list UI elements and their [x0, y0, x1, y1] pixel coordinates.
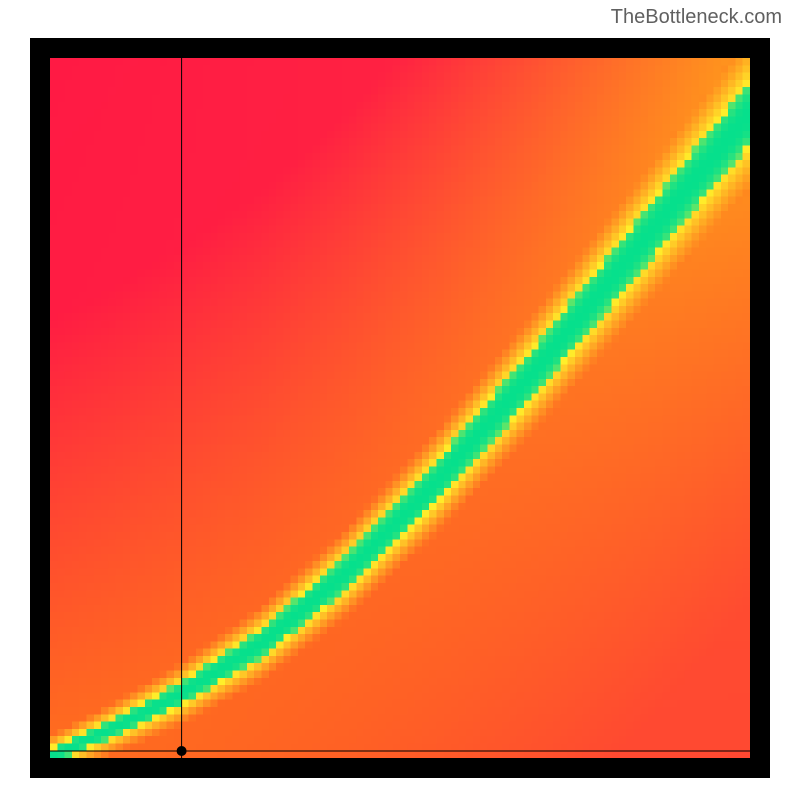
attribution-text: TheBottleneck.com: [611, 6, 782, 29]
plot-area: [50, 58, 750, 758]
bottleneck-heatmap: [50, 58, 750, 758]
plot-frame: [30, 38, 770, 778]
